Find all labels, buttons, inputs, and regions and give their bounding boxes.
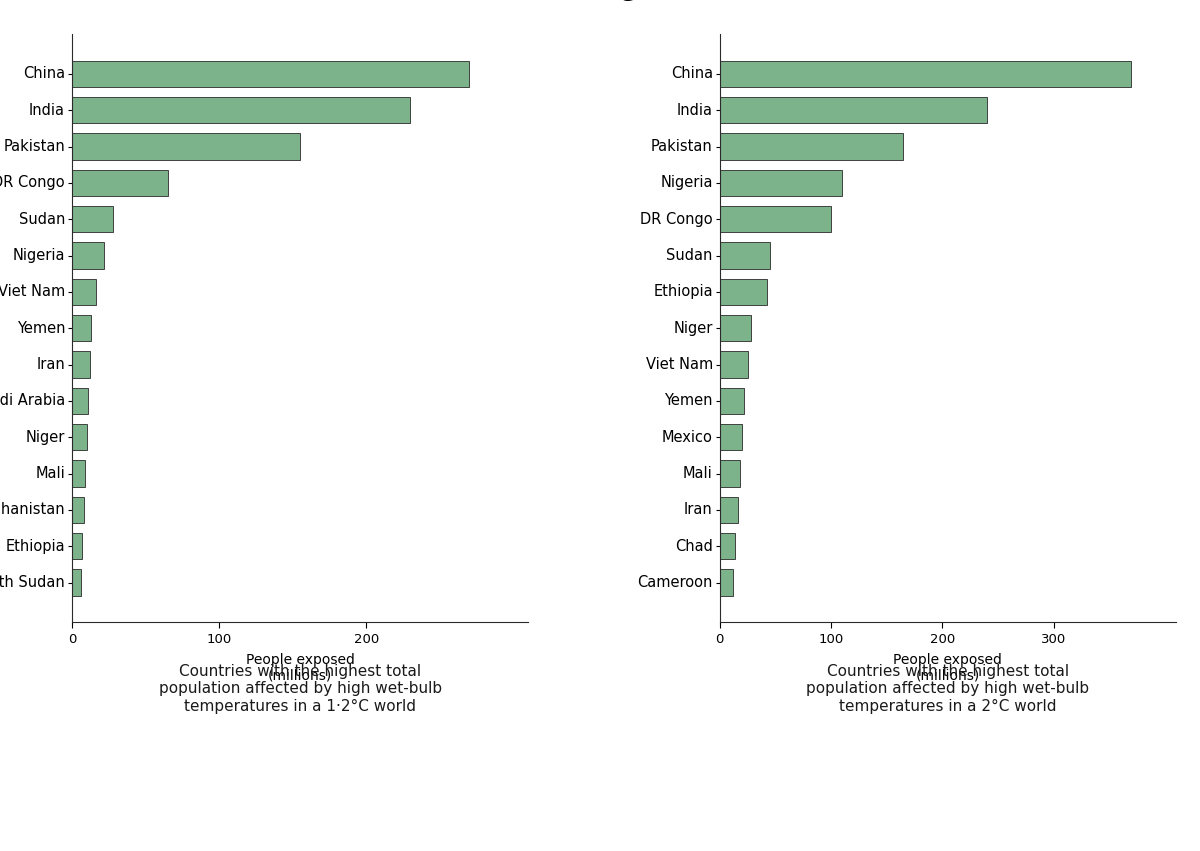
X-axis label: People exposed
(millions): People exposed (millions)	[894, 653, 1002, 683]
Bar	[72, 460, 85, 487]
Bar	[72, 315, 91, 341]
Bar	[720, 60, 1132, 87]
Bar	[720, 315, 751, 341]
Bar	[720, 243, 770, 269]
Bar	[72, 60, 469, 87]
Bar	[72, 206, 113, 232]
Bar	[72, 279, 96, 305]
Text: Countries with the highest total
population affected by high wet-bulb
temperatur: Countries with the highest total populat…	[158, 664, 442, 713]
Bar	[72, 243, 104, 269]
Bar	[720, 569, 733, 596]
Bar	[720, 279, 767, 305]
Bar	[720, 97, 986, 123]
Bar	[720, 388, 744, 414]
Bar	[720, 497, 738, 523]
Bar	[72, 351, 90, 378]
Bar	[72, 170, 168, 196]
Bar	[720, 351, 748, 378]
Bar	[720, 424, 742, 450]
Bar	[72, 388, 88, 414]
Text: Countries with the highest total
population affected by high wet-bulb
temperatur: Countries with the highest total populat…	[806, 664, 1090, 713]
Bar	[72, 424, 86, 450]
Bar	[72, 533, 83, 559]
Bar	[720, 206, 832, 232]
Bar	[720, 134, 904, 160]
Bar	[72, 134, 300, 160]
Bar	[72, 569, 80, 596]
Bar	[72, 497, 84, 523]
Bar	[720, 533, 736, 559]
Bar	[720, 170, 842, 196]
Text: G: G	[619, 0, 636, 4]
X-axis label: People exposed
(millions): People exposed (millions)	[246, 653, 354, 683]
Bar	[72, 97, 410, 123]
Bar	[720, 460, 740, 487]
